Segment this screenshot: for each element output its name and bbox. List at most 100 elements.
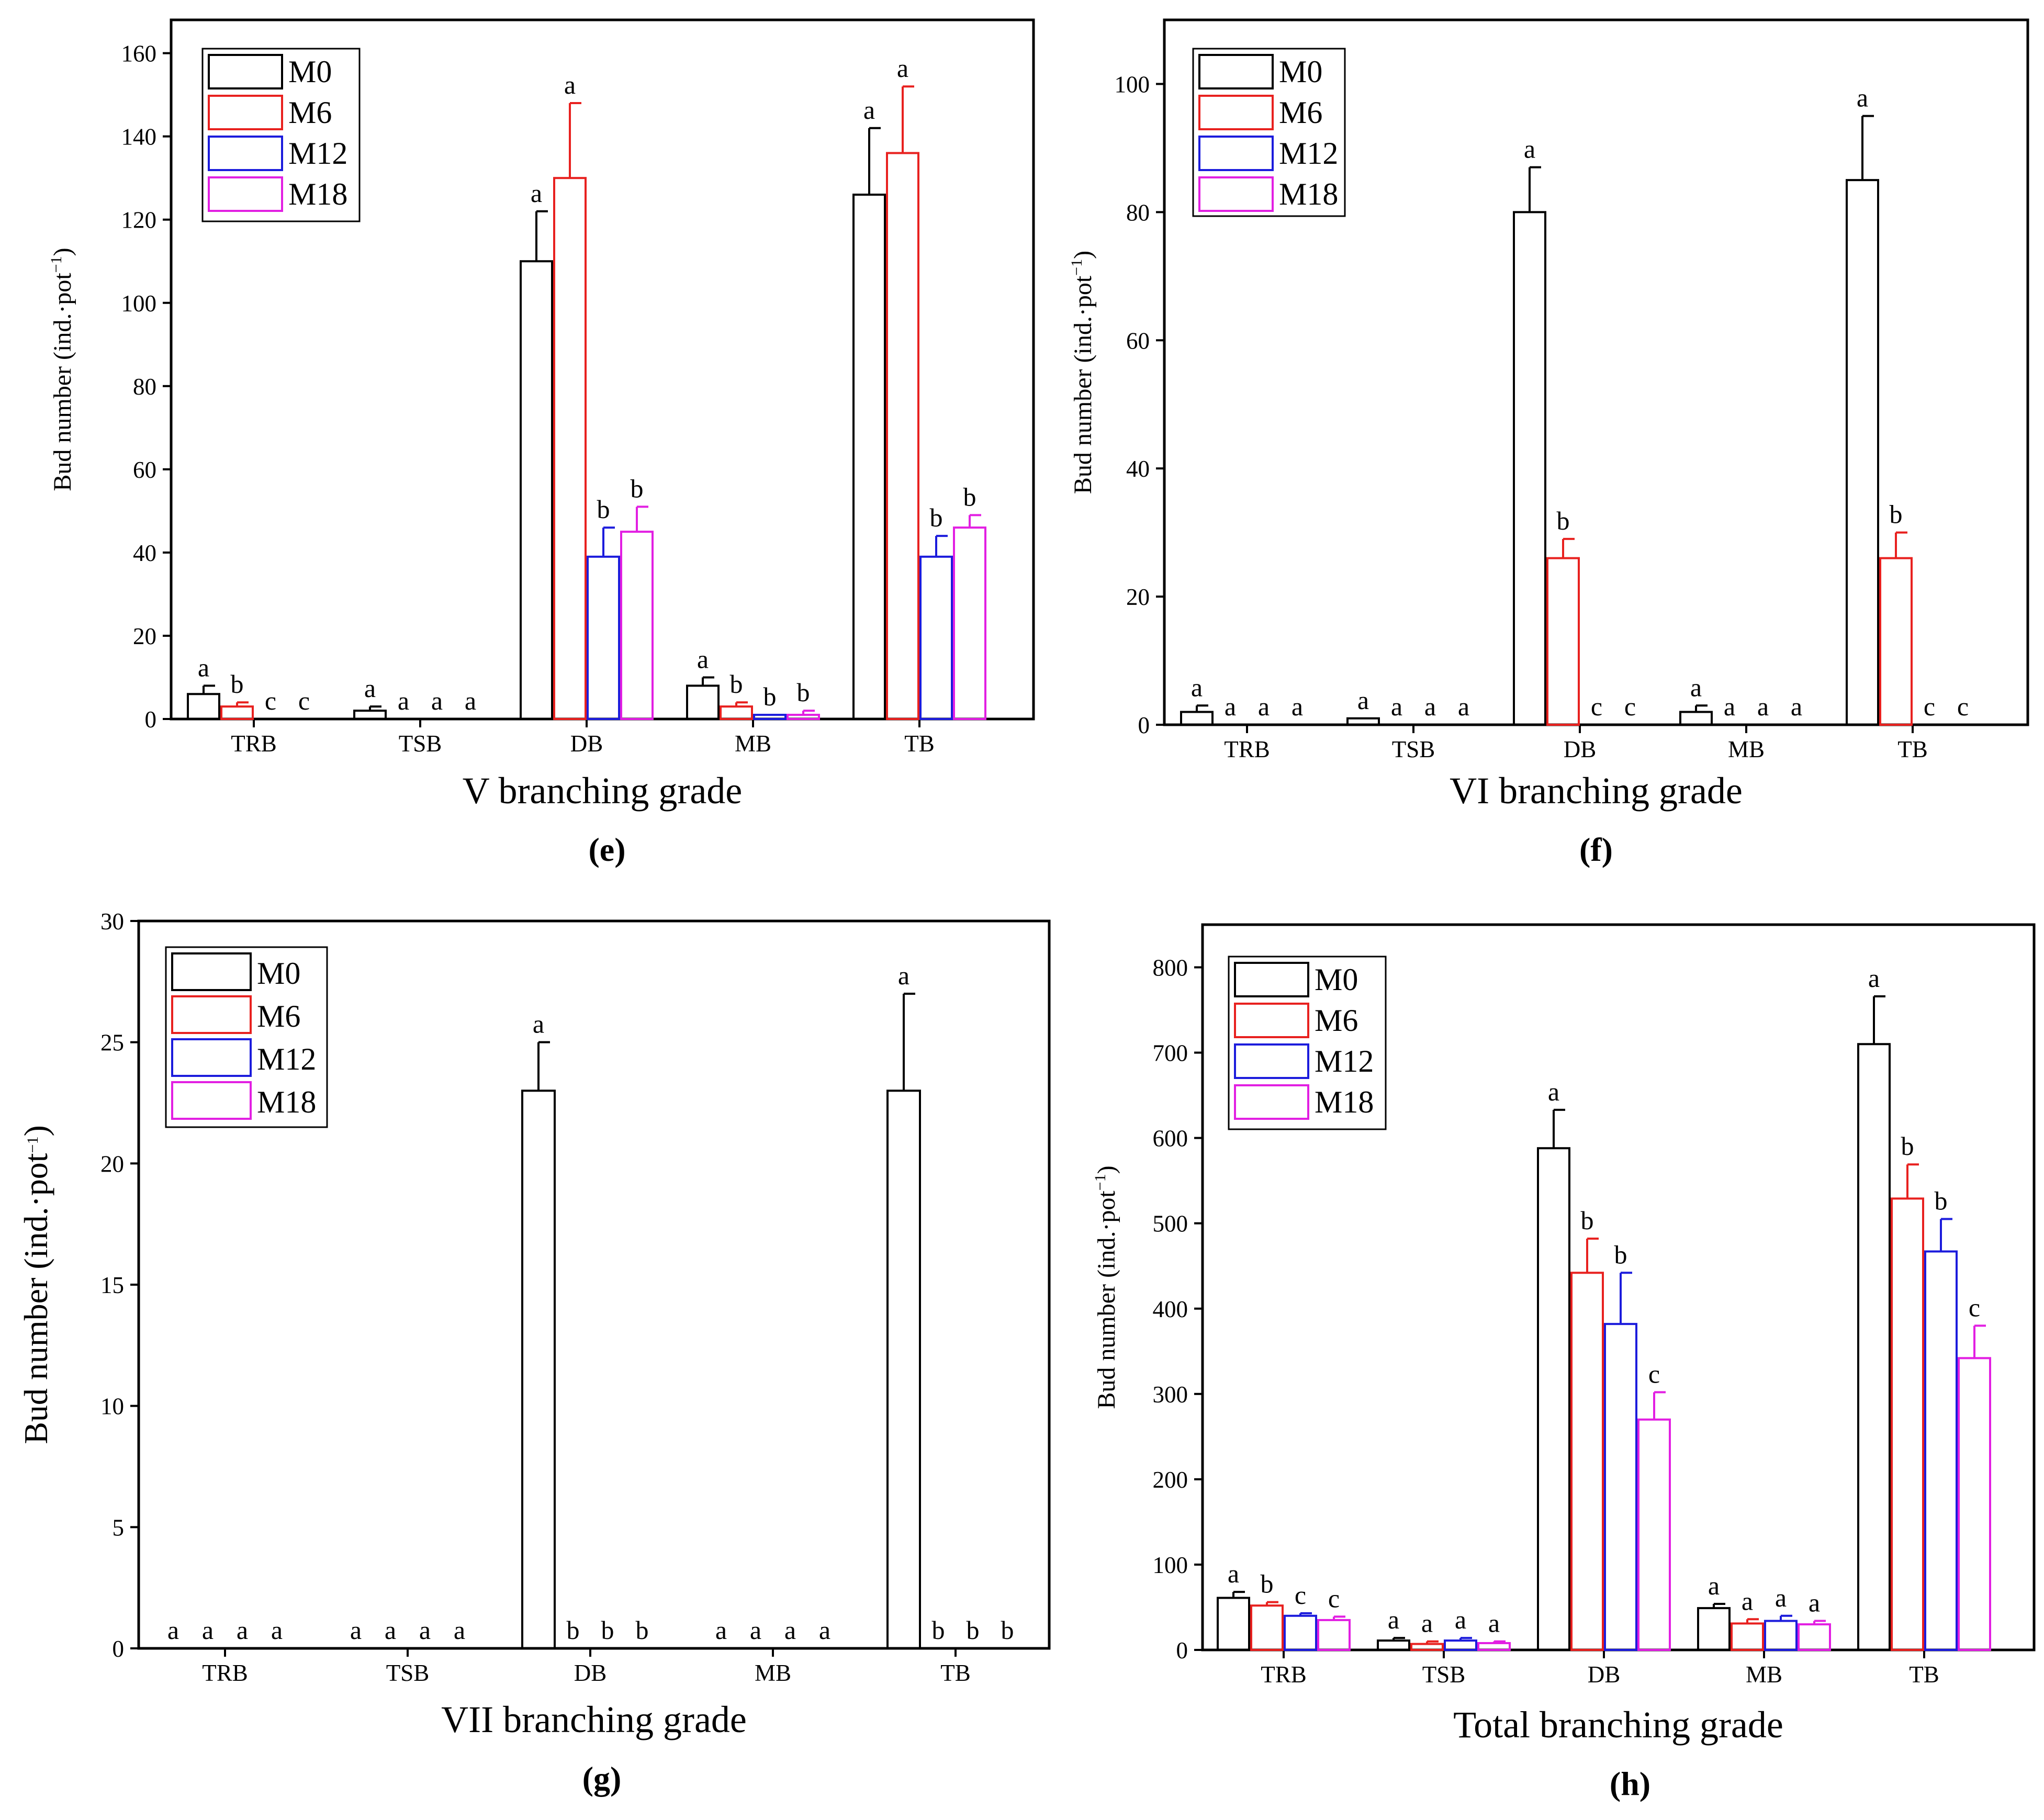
significance-label: a <box>715 1615 727 1645</box>
legend-swatch <box>171 952 252 991</box>
significance-label: a <box>398 686 409 715</box>
y-tick-label: 140 <box>121 124 157 150</box>
y-axis-label-text: Bud number (ind.·pot <box>1093 1190 1120 1409</box>
significance-label: a <box>1524 134 1535 164</box>
significance-label: a <box>1857 83 1868 113</box>
significance-label: c <box>1924 692 1935 721</box>
y-axis-label-close: ) <box>49 248 76 256</box>
significance-label: a <box>385 1615 396 1645</box>
significance-label: b <box>797 678 810 707</box>
bar <box>1346 717 1380 726</box>
significance-label: a <box>167 1615 179 1645</box>
significance-label: b <box>763 682 777 711</box>
significance-label: b <box>730 669 743 699</box>
bar <box>753 714 787 720</box>
significance-label: a <box>1791 692 1802 721</box>
y-tick-label: 100 <box>1115 71 1150 97</box>
bar <box>1570 1272 1604 1651</box>
plot-frame <box>1163 18 2029 726</box>
x-tick-label: TSB <box>1392 736 1435 762</box>
significance-label: c <box>1957 692 1969 721</box>
significance-label: a <box>819 1615 830 1645</box>
legend-label: M18 <box>1315 1085 1374 1119</box>
bar <box>787 714 820 720</box>
bar <box>1958 1357 1991 1652</box>
significance-label: a <box>1424 692 1436 721</box>
significance-label: b <box>1935 1186 1948 1216</box>
legend-label: M6 <box>288 95 332 130</box>
x-tick-label: MB <box>1746 1661 1782 1688</box>
bar <box>1731 1622 1764 1651</box>
legend-box <box>165 946 328 1128</box>
bar <box>1846 179 1879 726</box>
bar <box>1857 1043 1891 1651</box>
bar <box>1317 1619 1351 1652</box>
y-tick-label: 100 <box>121 290 157 317</box>
significance-label: a <box>1228 1559 1239 1588</box>
x-axis-label: VII branching grade <box>441 1699 747 1740</box>
significance-label: b <box>1614 1240 1627 1269</box>
significance-label: b <box>1581 1206 1594 1235</box>
bar <box>1284 1614 1317 1651</box>
y-tick-label: 80 <box>133 374 156 400</box>
legend-label: M0 <box>1315 962 1358 997</box>
bar <box>1537 1147 1570 1651</box>
significance-label: a <box>271 1615 283 1645</box>
bar <box>1798 1623 1831 1651</box>
bar <box>1180 711 1214 726</box>
y-tick-label: 20 <box>133 623 156 649</box>
y-axis-label-text: Bud number (ind.·pot <box>49 273 76 491</box>
significance-label: b <box>1890 500 1903 529</box>
legend-swatch <box>208 95 283 130</box>
bar <box>720 705 753 720</box>
y-axis-label-close: ) <box>1093 1165 1120 1174</box>
y-tick-label: 500 <box>1153 1211 1188 1237</box>
bar <box>1604 1323 1637 1651</box>
y-axis-label-close: ) <box>1069 251 1097 259</box>
legend-label: M6 <box>1315 1003 1358 1038</box>
x-axis-label: Total branching grade <box>1453 1704 1783 1746</box>
bar <box>521 1089 556 1649</box>
significance-label: c <box>1648 1360 1660 1389</box>
legend-box <box>1192 48 1346 217</box>
significance-label: a <box>1708 1571 1720 1600</box>
significance-label: a <box>1388 1605 1399 1634</box>
legend-label: M12 <box>1279 136 1338 171</box>
significance-label: a <box>898 961 909 990</box>
x-tick-label: TRB <box>231 731 277 757</box>
y-tick-label: 400 <box>1153 1296 1188 1322</box>
significance-label: a <box>431 686 443 715</box>
significance-label: b <box>231 669 244 699</box>
significance-label: a <box>1357 686 1369 715</box>
y-tick-label: 160 <box>121 41 157 67</box>
significance-label: a <box>1757 692 1769 721</box>
significance-label: a <box>697 644 709 673</box>
y-axis-label-close: ) <box>17 1125 54 1136</box>
legend-swatch <box>171 1081 252 1120</box>
significance-label: c <box>1295 1580 1306 1610</box>
bar <box>1250 1604 1284 1652</box>
x-tick-label: DB <box>570 731 603 757</box>
significance-label: b <box>636 1615 649 1645</box>
significance-label: a <box>454 1615 465 1645</box>
significance-label: a <box>1868 963 1880 993</box>
legend-swatch <box>1198 95 1274 130</box>
significance-label: a <box>863 95 875 125</box>
legend: M0 M6 M12 M18 <box>165 946 328 1128</box>
significance-label: b <box>597 495 610 524</box>
significance-label: a <box>1548 1077 1559 1106</box>
bar <box>1377 1639 1410 1651</box>
bar <box>220 705 254 720</box>
bar <box>553 177 587 721</box>
legend-label: M18 <box>288 177 347 211</box>
y-tick-label: 100 <box>1153 1552 1188 1578</box>
x-tick-label: TB <box>1897 736 1928 762</box>
y-tick-label: 15 <box>100 1272 124 1298</box>
y-tick-label: 800 <box>1153 955 1188 981</box>
significance-label: a <box>564 70 576 99</box>
bar <box>1679 711 1713 726</box>
y-tick-label: 200 <box>1153 1467 1188 1493</box>
significance-label: a <box>1488 1609 1500 1638</box>
y-tick-label: 0 <box>1138 712 1150 738</box>
